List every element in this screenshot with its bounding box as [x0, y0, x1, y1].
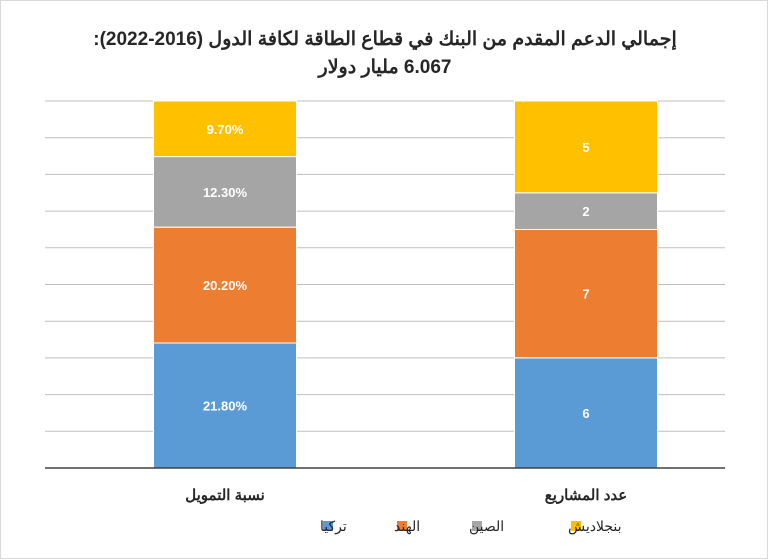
bar-segment	[153, 156, 297, 228]
bar-segment	[514, 192, 658, 231]
legend-swatch	[472, 521, 482, 531]
bar-segment	[514, 228, 658, 359]
legend: تركيا الهند الصين بنجلاديش	[320, 518, 622, 535]
legend-swatch	[323, 521, 333, 531]
bar-segment	[153, 100, 297, 158]
chart-title: إجمالي الدعم المقدم من البنك في قطاع الط…	[93, 29, 676, 51]
data-label: 5	[582, 140, 589, 155]
chart-subtitle: 6.067 مليار دولار	[317, 57, 452, 78]
legend-swatch	[397, 521, 407, 531]
data-label: 2	[582, 204, 589, 219]
bar-segment	[514, 100, 658, 194]
data-label: 7	[582, 287, 589, 302]
data-label: 6	[582, 406, 589, 421]
data-label: 12.30%	[203, 185, 248, 200]
bar-segment	[514, 357, 658, 469]
legend-swatch	[571, 521, 581, 531]
legend-label: تركيا	[320, 518, 347, 535]
bar-segment	[153, 226, 297, 344]
legend-label: الصين	[469, 518, 504, 535]
legend-label: بنجلاديش	[568, 518, 622, 535]
x-tick-label: نسبة التمويل	[185, 487, 265, 504]
x-tick-label: عدد المشاريع	[545, 487, 627, 504]
data-label: 21.80%	[203, 399, 248, 414]
data-labels: 21.80% 20.20% 12.30% 9.70% 6 7 2 5	[203, 122, 590, 421]
x-axis: نسبة التمويل عدد المشاريع	[45, 467, 725, 504]
bars	[153, 100, 658, 469]
data-label: 9.70%	[207, 122, 244, 137]
data-label: 20.20%	[203, 278, 248, 293]
legend-label: الهند	[394, 518, 420, 535]
